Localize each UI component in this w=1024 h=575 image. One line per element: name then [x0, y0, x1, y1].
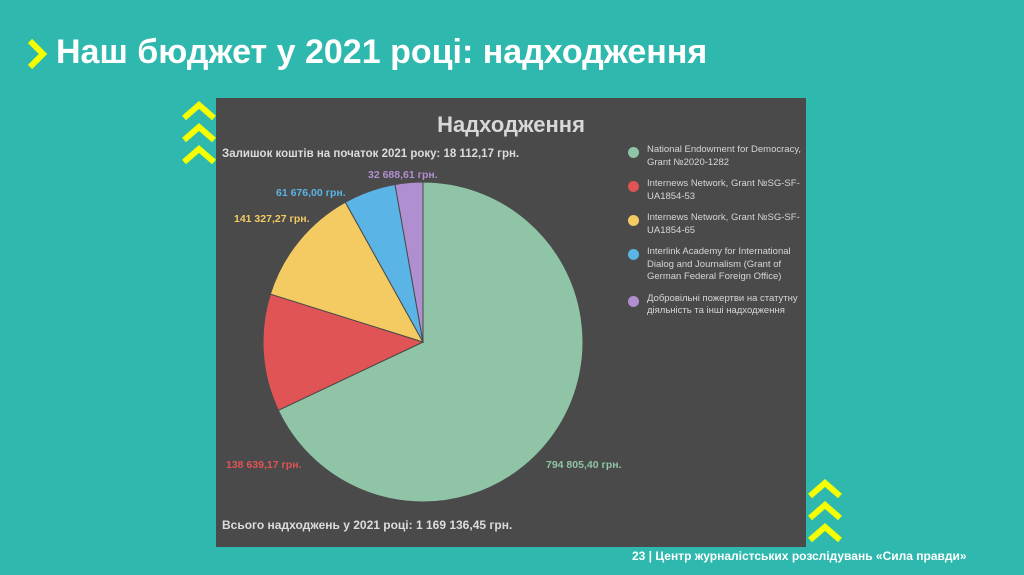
- legend-dot: [628, 249, 639, 260]
- legend-dot: [628, 181, 639, 192]
- legend-item: Internews Network, Grant №SG-SF-UA1854-5…: [628, 178, 804, 203]
- chevrons-up-icon: [808, 479, 842, 543]
- slice-data-label: 141 327,27 грн.: [234, 213, 310, 225]
- legend-label: Interlink Academy for International Dial…: [647, 246, 791, 282]
- legend-label: National Endowment for Democracy, Grant …: [647, 144, 801, 168]
- legend-item: Internews Network, Grant №SG-SF-UA1854-6…: [628, 212, 804, 237]
- legend-label: Internews Network, Grant №SG-SF-UA1854-5…: [647, 178, 800, 202]
- pie-slice: [394, 181, 424, 343]
- chart-subtitle: Залишок коштів на початок 2021 року: 18 …: [222, 148, 520, 160]
- legend-label: Internews Network, Grant №SG-SF-UA1854-6…: [647, 212, 800, 236]
- chevrons-up-icon: [182, 101, 216, 165]
- chart-title: Надходження: [437, 112, 585, 137]
- chart-legend: National Endowment for Democracy, Grant …: [628, 144, 804, 327]
- page-title: Наш бюджет у 2021 році: надходження: [56, 33, 708, 71]
- slice-data-label: 794 805,40 грн.: [546, 459, 622, 471]
- chart-total: Всього надходжень у 2021 році: 1 169 136…: [222, 518, 513, 532]
- slice-data-label: 32 688,61 грн.: [368, 169, 438, 181]
- slice-data-label: 61 676,00 грн.: [276, 187, 346, 199]
- legend-dot: [628, 147, 639, 158]
- pie-chart: 794 805,40 грн. 138 639,17 грн. 141 327,27…: [226, 169, 622, 503]
- pie-slice: [277, 181, 584, 503]
- legend-dot: [628, 215, 639, 226]
- legend-item: Interlink Academy for International Dial…: [628, 246, 804, 284]
- legend-item: Добровільні пожертви на статутну діяльні…: [628, 293, 804, 318]
- legend-label: Добровільні пожертви на статутну діяльні…: [647, 292, 798, 317]
- pie-slice: [262, 293, 425, 411]
- income-chart: 794 805,40 грн. 138 639,17 грн. 141 327,27…: [216, 98, 806, 547]
- legend-dot: [628, 295, 639, 307]
- slice-data-label: 138 639,17 грн.: [226, 459, 302, 471]
- slide-footer: 23 | Центр журналістських розслідувань «…: [632, 549, 967, 563]
- legend-item: National Endowment for Democracy, Grant …: [628, 144, 804, 169]
- chevron-right-icon: [27, 38, 48, 70]
- pie-slice: [269, 201, 425, 343]
